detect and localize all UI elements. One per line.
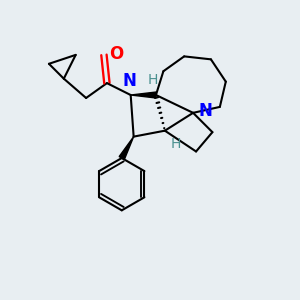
Text: N: N [198, 102, 212, 120]
Text: O: O [109, 45, 124, 63]
Text: H: H [170, 137, 181, 151]
Polygon shape [119, 136, 134, 160]
Polygon shape [131, 92, 156, 98]
Text: H: H [147, 73, 158, 87]
Text: N: N [122, 72, 136, 90]
